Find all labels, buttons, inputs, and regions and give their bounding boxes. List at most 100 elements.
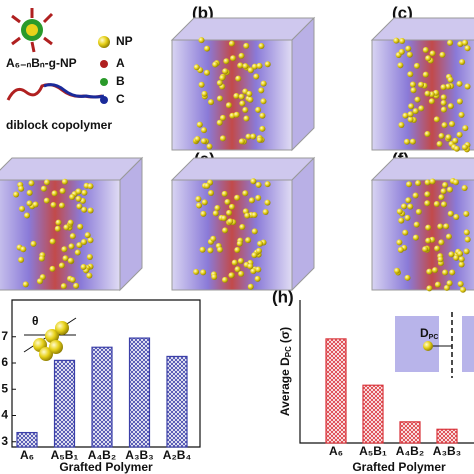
particle [259,125,266,132]
particle [62,255,69,262]
particle [196,121,203,128]
particle [437,223,444,230]
particle [403,138,410,145]
particle [195,195,202,202]
particle [75,195,82,202]
particle [235,75,242,82]
particle [87,237,94,244]
particle [38,255,45,262]
particle [43,179,50,186]
particle [59,188,66,195]
particle [422,47,429,54]
particle [225,102,232,109]
particle [415,208,422,215]
particle [84,232,91,239]
particle [264,181,271,188]
particle [203,69,210,76]
particle [210,235,217,242]
particle [194,136,201,143]
particle [409,81,416,88]
particle [208,190,215,197]
particle [406,51,413,58]
particle [239,224,246,231]
particle [256,136,263,143]
particle [433,116,440,123]
particle [204,45,211,52]
particle [425,224,432,231]
particle [58,202,65,209]
particle [412,234,419,241]
particle [447,103,454,110]
particle [401,203,408,210]
particle [228,40,235,47]
particle [227,218,234,225]
particle [221,276,228,283]
particle [440,188,447,195]
particle [237,62,244,69]
particle [238,52,245,59]
inset-annotation: θ [32,314,39,328]
inset-panel [462,316,474,372]
particle [456,131,463,138]
particle [452,179,459,186]
particle [257,240,264,247]
particle [67,219,74,226]
particle [222,68,229,75]
particle [214,205,221,212]
particle [228,203,235,210]
particle [236,240,243,247]
particle [208,99,215,106]
particle [424,179,431,186]
particle [219,74,226,81]
particle [412,108,419,115]
legend-label: A [116,56,125,70]
particle [63,224,70,231]
particle [69,233,76,240]
particle [407,116,414,123]
particle [459,58,466,65]
particle [250,268,257,275]
particle [254,275,261,282]
particle [238,270,245,277]
particle [26,200,33,207]
particle [424,200,431,207]
particle [234,194,241,201]
particle [81,189,88,196]
particle [32,201,39,208]
cube-top [170,157,316,181]
particle [402,112,409,119]
particle [447,76,454,83]
particle [221,190,228,197]
cube-top [370,157,474,181]
particle [200,138,207,145]
y-axis-label-sub: PC [284,346,293,357]
particle [464,83,471,90]
particle [407,71,414,78]
inset-ball [55,321,69,335]
particle [258,87,265,94]
particle [49,265,56,272]
particle [458,256,465,263]
particle [250,133,257,140]
particle [404,214,411,221]
particle [61,246,68,253]
particle [211,273,218,280]
particle [446,186,453,193]
particle [424,131,431,138]
particle [413,62,420,69]
legend-swatch [100,60,108,68]
particle [406,181,413,188]
particle [459,286,466,293]
particle [445,134,452,141]
particle [255,194,262,201]
particle [87,207,94,214]
particle [40,185,47,192]
particle [76,242,83,249]
particle [68,243,75,250]
particle [237,257,244,264]
x-tick-label: A₅B₁ [51,448,79,462]
particle [437,256,444,263]
inset-ball [45,329,59,343]
particle [439,51,446,58]
particle [463,248,470,255]
